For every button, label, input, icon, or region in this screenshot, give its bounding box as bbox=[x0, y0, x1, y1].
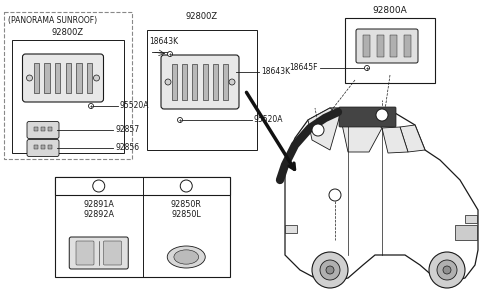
Bar bbox=[48, 145, 52, 148]
Circle shape bbox=[180, 180, 192, 192]
Text: 18643K: 18643K bbox=[261, 68, 290, 77]
Bar bbox=[34, 127, 38, 130]
Circle shape bbox=[26, 75, 33, 81]
Bar bbox=[55, 63, 60, 93]
Polygon shape bbox=[308, 108, 340, 150]
Bar bbox=[4, 12, 132, 159]
Circle shape bbox=[165, 79, 171, 85]
Circle shape bbox=[312, 252, 348, 288]
Bar bbox=[76, 63, 82, 93]
Bar bbox=[203, 64, 208, 100]
Bar bbox=[465, 215, 477, 223]
Circle shape bbox=[229, 79, 235, 85]
Bar bbox=[147, 30, 257, 150]
Text: b: b bbox=[315, 125, 321, 134]
Text: 18645F: 18645F bbox=[289, 63, 318, 72]
Bar bbox=[41, 145, 45, 148]
FancyBboxPatch shape bbox=[104, 241, 121, 265]
Circle shape bbox=[364, 65, 370, 70]
Text: 92856: 92856 bbox=[115, 143, 139, 152]
FancyBboxPatch shape bbox=[339, 107, 396, 127]
Bar bbox=[363, 35, 370, 57]
Bar bbox=[48, 127, 52, 130]
Bar bbox=[44, 63, 49, 93]
FancyBboxPatch shape bbox=[23, 54, 104, 102]
Polygon shape bbox=[382, 127, 408, 153]
FancyBboxPatch shape bbox=[27, 139, 59, 157]
Bar bbox=[87, 63, 93, 93]
Circle shape bbox=[437, 260, 457, 280]
Bar bbox=[404, 35, 411, 57]
Text: b: b bbox=[184, 182, 189, 191]
Bar bbox=[34, 145, 38, 148]
Circle shape bbox=[178, 118, 182, 123]
Polygon shape bbox=[340, 110, 382, 152]
Bar bbox=[34, 63, 39, 93]
Circle shape bbox=[326, 266, 334, 274]
Circle shape bbox=[168, 52, 172, 56]
Text: 92892A: 92892A bbox=[83, 210, 114, 219]
Circle shape bbox=[320, 260, 340, 280]
Bar bbox=[377, 35, 384, 57]
Ellipse shape bbox=[174, 250, 199, 264]
Bar bbox=[172, 64, 177, 100]
Text: a: a bbox=[96, 182, 101, 191]
Text: a: a bbox=[333, 191, 337, 200]
Bar bbox=[213, 64, 218, 100]
Text: 92891A: 92891A bbox=[84, 200, 114, 209]
Circle shape bbox=[376, 109, 388, 121]
Bar bbox=[192, 64, 197, 100]
FancyBboxPatch shape bbox=[356, 29, 418, 63]
Text: (PANORAMA SUNROOF): (PANORAMA SUNROOF) bbox=[8, 16, 97, 25]
Polygon shape bbox=[400, 125, 425, 152]
Bar bbox=[223, 64, 228, 100]
Circle shape bbox=[94, 75, 99, 81]
FancyBboxPatch shape bbox=[69, 237, 128, 269]
Bar bbox=[12, 40, 124, 153]
Bar bbox=[55, 177, 230, 195]
Bar bbox=[66, 63, 71, 93]
Bar bbox=[182, 64, 187, 100]
Text: 92800Z: 92800Z bbox=[186, 12, 218, 21]
Text: 92850R: 92850R bbox=[171, 200, 202, 209]
Circle shape bbox=[88, 104, 94, 109]
Bar bbox=[55, 177, 230, 277]
FancyBboxPatch shape bbox=[76, 241, 94, 265]
FancyBboxPatch shape bbox=[161, 55, 239, 109]
Text: 92857: 92857 bbox=[115, 125, 139, 134]
Circle shape bbox=[329, 189, 341, 201]
Text: 95520A: 95520A bbox=[120, 102, 149, 111]
Text: 92850L: 92850L bbox=[171, 210, 201, 219]
Text: b: b bbox=[380, 111, 384, 120]
Circle shape bbox=[429, 252, 465, 288]
Polygon shape bbox=[285, 108, 478, 282]
Bar bbox=[41, 127, 45, 130]
Text: 92800A: 92800A bbox=[372, 6, 408, 15]
Bar bbox=[390, 35, 397, 57]
Bar bbox=[345, 18, 435, 83]
Text: 18643K: 18643K bbox=[149, 37, 178, 46]
Bar bbox=[285, 225, 297, 233]
Circle shape bbox=[443, 266, 451, 274]
Ellipse shape bbox=[167, 246, 205, 268]
Text: 92800Z: 92800Z bbox=[52, 28, 84, 37]
FancyBboxPatch shape bbox=[27, 122, 59, 139]
Bar bbox=[455, 225, 477, 240]
Circle shape bbox=[312, 124, 324, 136]
Text: 95520A: 95520A bbox=[254, 116, 284, 125]
Circle shape bbox=[93, 180, 105, 192]
